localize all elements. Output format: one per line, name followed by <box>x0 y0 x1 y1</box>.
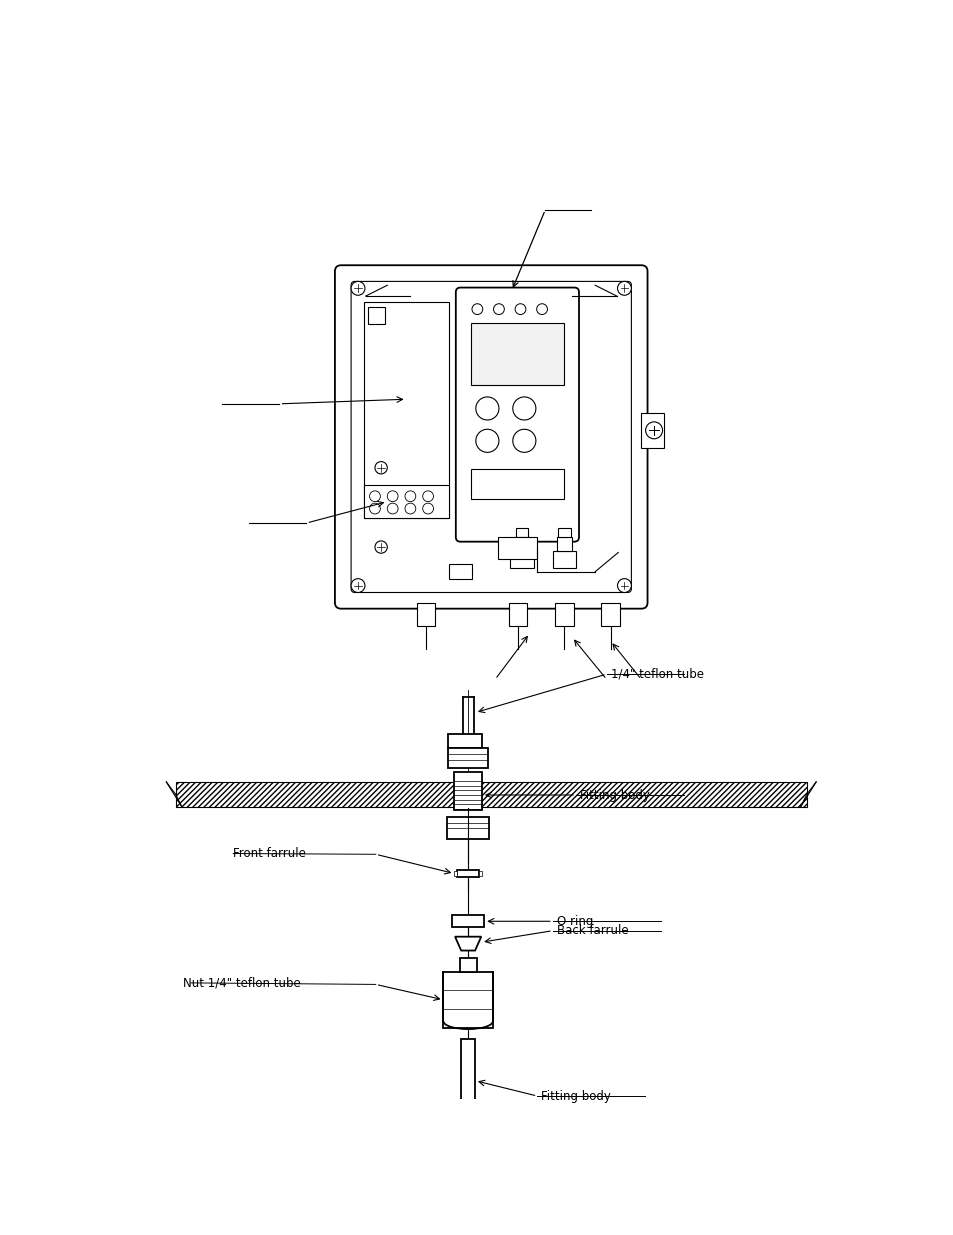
Circle shape <box>645 422 662 438</box>
Bar <box>552 551 576 568</box>
Bar <box>443 972 493 1028</box>
Circle shape <box>493 304 504 315</box>
Bar <box>510 551 533 568</box>
Bar <box>557 537 572 551</box>
Text: 1/4" teflon tube: 1/4" teflon tube <box>610 668 703 680</box>
Bar <box>516 527 528 537</box>
Circle shape <box>387 490 397 501</box>
Bar <box>454 772 481 810</box>
Circle shape <box>422 503 433 514</box>
Bar <box>364 303 449 517</box>
Text: O-ring: O-ring <box>557 915 594 927</box>
Circle shape <box>375 541 387 553</box>
Circle shape <box>422 490 433 501</box>
Bar <box>514 537 529 551</box>
Circle shape <box>617 282 631 295</box>
Circle shape <box>515 304 525 315</box>
Bar <box>449 564 472 579</box>
Circle shape <box>387 503 397 514</box>
Circle shape <box>375 462 387 474</box>
Bar <box>364 485 449 517</box>
Bar <box>447 818 488 839</box>
Circle shape <box>369 490 380 501</box>
Bar <box>452 915 484 927</box>
Bar <box>368 306 385 324</box>
Bar <box>448 734 481 748</box>
Bar <box>555 603 573 626</box>
FancyBboxPatch shape <box>351 282 631 593</box>
Circle shape <box>476 396 498 420</box>
Bar <box>459 958 476 972</box>
Bar <box>454 871 456 876</box>
Circle shape <box>405 490 416 501</box>
FancyBboxPatch shape <box>335 266 647 609</box>
Bar <box>497 537 537 558</box>
Bar <box>508 603 527 626</box>
Bar <box>453 1108 483 1119</box>
Bar <box>175 782 806 806</box>
Circle shape <box>351 579 365 593</box>
Bar <box>460 1039 475 1108</box>
Text: Nut 1/4" teflon tube: Nut 1/4" teflon tube <box>183 977 300 989</box>
Circle shape <box>472 304 482 315</box>
Bar <box>471 324 563 384</box>
Circle shape <box>617 579 631 593</box>
FancyBboxPatch shape <box>456 288 578 542</box>
Bar <box>448 748 488 768</box>
Circle shape <box>351 282 365 295</box>
Bar <box>471 469 563 499</box>
Circle shape <box>476 430 498 452</box>
Text: Back farrule: Back farrule <box>557 924 628 937</box>
Bar <box>600 603 619 626</box>
Bar <box>456 869 478 877</box>
Bar <box>640 412 664 447</box>
Bar <box>478 871 481 876</box>
Text: Front farrule: Front farrule <box>233 847 306 860</box>
Polygon shape <box>455 936 480 951</box>
Circle shape <box>513 430 536 452</box>
Bar <box>558 527 570 537</box>
Text: Fitting body: Fitting body <box>540 1089 611 1103</box>
Circle shape <box>369 503 380 514</box>
Circle shape <box>405 503 416 514</box>
Circle shape <box>537 304 547 315</box>
Circle shape <box>513 396 536 420</box>
Text: Fitting body: Fitting body <box>579 788 649 802</box>
Bar <box>416 603 435 626</box>
